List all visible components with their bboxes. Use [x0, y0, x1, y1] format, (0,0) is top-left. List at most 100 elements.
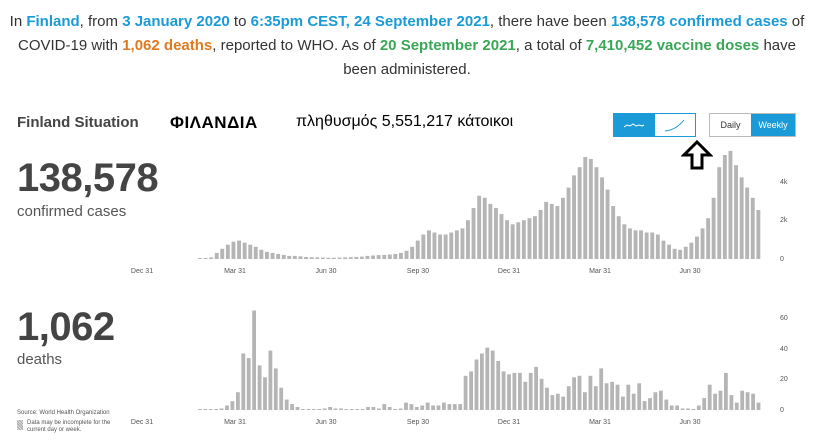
deaths-bar [236, 392, 240, 410]
deaths-bar [322, 408, 327, 410]
deaths-bar [387, 407, 392, 410]
deaths-bar [507, 374, 511, 410]
deaths-bar [333, 408, 338, 410]
cases-bar [276, 253, 281, 259]
deaths-bar [311, 409, 316, 410]
deaths-bar [339, 408, 343, 410]
deaths-bar [626, 384, 631, 410]
deaths-bar [458, 404, 463, 410]
cases-bar [622, 224, 627, 259]
cases-bar [365, 255, 370, 259]
greek-country-title: ΦΙΛΑΝΔΙΑ [170, 113, 258, 132]
deaths-bar [230, 401, 235, 410]
deaths-bar [284, 399, 289, 410]
cases-bar [477, 195, 482, 259]
population-label: πληθυσμός 5,551,217 κάτοικοι [296, 113, 514, 130]
deaths-bar [328, 407, 332, 410]
cases-bar [577, 167, 582, 259]
deaths-bar [512, 372, 517, 410]
deaths-bar [425, 402, 430, 410]
cases-bar [332, 257, 336, 259]
deaths-bar [317, 409, 322, 410]
summary-text: In Finland, from 3 January 2020 to 6:35p… [0, 10, 814, 82]
deaths-bar [463, 375, 468, 410]
cases-bar [750, 197, 755, 259]
cases-bar [214, 252, 219, 259]
cases-bar [706, 218, 711, 259]
deaths-bar [447, 404, 452, 410]
cases-bar [644, 232, 649, 259]
deaths-bar [653, 392, 658, 410]
deaths-bar [371, 407, 376, 410]
deaths-bar [566, 386, 571, 410]
summary-fragment: of COVID-19 with [18, 13, 805, 54]
date-from: 3 January 2020 [122, 13, 230, 30]
deaths-bar [398, 408, 403, 410]
deaths-bar [225, 405, 229, 410]
deaths-bar [642, 401, 647, 410]
deaths-bar [469, 371, 473, 410]
deaths-bar [724, 372, 728, 410]
cases-bar [639, 230, 643, 259]
daily-button[interactable]: Daily [720, 120, 741, 130]
deaths-bar [355, 409, 360, 410]
cumulative-line-icon [664, 119, 685, 132]
deaths-bar [496, 361, 501, 410]
deaths-bar [718, 390, 723, 410]
bar-chart-icon-button[interactable] [614, 114, 655, 136]
deaths-bar [545, 387, 549, 410]
deaths-bar [474, 359, 479, 410]
deaths-bar [366, 407, 370, 410]
cases-bar [499, 214, 504, 259]
deaths-bar [208, 409, 213, 410]
cases-bar [594, 167, 599, 259]
deaths-bar [436, 405, 441, 410]
deaths-bar [241, 353, 246, 410]
deaths-bar [588, 375, 593, 410]
deaths-bar [707, 384, 712, 410]
cases-bar [655, 234, 660, 259]
deaths-x-tick-label: Dec 31 [498, 419, 520, 426]
date-to: 6:35pm CEST, 24 September 2021 [250, 13, 490, 30]
confirmed-cases-text: 138,578 confirmed cases [610, 13, 788, 30]
deaths-y-tick-label: 20 [780, 376, 788, 383]
deaths-bar [583, 392, 587, 410]
deaths-y-tick-label: 40 [780, 346, 788, 353]
deaths-bar [648, 398, 652, 410]
cases-x-tick-label: Sep 30 [407, 268, 429, 275]
deaths-bar [295, 407, 300, 410]
vaccine-doses-text: 7,410,452 vaccine doses [585, 37, 760, 54]
deaths-bar [279, 387, 284, 410]
cases-bar [460, 228, 465, 259]
deaths-bar [637, 383, 642, 410]
deaths-bar [756, 402, 761, 410]
deaths-bar [306, 409, 311, 410]
cases-bar [292, 255, 297, 259]
cases-bar [348, 257, 353, 259]
cases-bar [521, 220, 526, 259]
deaths-bar [198, 409, 202, 410]
deaths-bar [696, 405, 701, 410]
deaths-bar [740, 390, 745, 410]
cases-bar [605, 189, 610, 259]
cases-bar [298, 256, 303, 259]
deaths-bar [572, 377, 576, 410]
weekly-button[interactable]: Weekly [751, 114, 795, 136]
cases-bar [454, 230, 459, 259]
cases-bar [728, 150, 733, 259]
cases-bar [415, 240, 420, 259]
cases-bar [443, 234, 448, 259]
cases-bar [549, 203, 554, 259]
cases-bar [505, 220, 509, 259]
cases-bar [667, 244, 671, 259]
deaths-bar [219, 408, 224, 410]
deaths-x-tick-label: Jun 30 [315, 419, 336, 426]
cases-bar [337, 257, 342, 259]
cases-bar [566, 187, 571, 259]
cases-bar [242, 242, 247, 259]
cases-bar [393, 253, 398, 259]
cases-bar [427, 230, 431, 259]
cases-bar [225, 244, 230, 259]
cases-bar [309, 257, 314, 259]
cumulative-line-icon-button[interactable] [655, 114, 696, 136]
